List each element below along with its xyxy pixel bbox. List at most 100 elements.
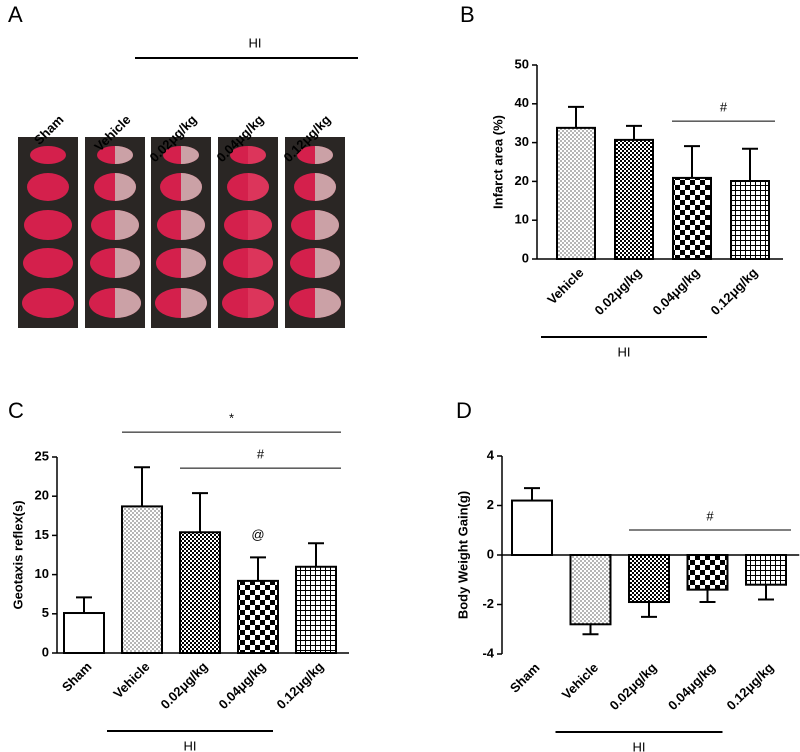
y-tick-label: 2: [487, 497, 494, 512]
error-bar: [76, 596, 92, 614]
error-bar: [684, 145, 700, 178]
infarct-region: [181, 210, 205, 240]
infarct-region: [115, 248, 140, 278]
error-bar: [582, 624, 599, 636]
y-tick-label: 25: [35, 448, 49, 463]
x-tick-label: Vehicle: [110, 659, 152, 701]
bar: [672, 176, 712, 261]
brain-slice: [23, 248, 73, 278]
annotation: *: [229, 411, 234, 426]
x-tick-label: Vehicle: [544, 265, 586, 307]
annotation: #: [257, 447, 265, 462]
infarct-region: [248, 173, 269, 201]
infarct-region: [248, 210, 272, 240]
y-tick-label: -2: [482, 596, 494, 611]
infarct-region: [181, 248, 206, 278]
x-tick-label: 0.04μg/kg: [650, 265, 703, 318]
brain-slice: [30, 146, 66, 164]
y-tick-label: 5: [42, 605, 49, 620]
y-tick-label: 50: [515, 56, 529, 71]
bar: [63, 612, 105, 654]
infarct-region: [248, 146, 266, 164]
x-tick-label: 0.12μg/kg: [708, 265, 761, 318]
brain-slice: [22, 288, 74, 318]
x-tick-label: Vehicle: [559, 660, 601, 702]
infarct-region: [115, 210, 139, 240]
x-tick-label: 0.12μg/kg: [274, 659, 327, 712]
bar: [686, 554, 729, 591]
x-tick-label: 0.12μg/kg: [724, 660, 777, 713]
error-bar: [568, 105, 584, 128]
x-tick-label: 0.04μg/kg: [665, 660, 718, 713]
annotation: #: [706, 508, 714, 523]
x-tick-label: 0.02μg/kg: [607, 660, 660, 713]
infarct-region: [181, 146, 199, 164]
error-bar: [699, 589, 716, 604]
infarct-region: [115, 173, 136, 201]
brain-slice: [24, 210, 72, 240]
infarct-region: [315, 173, 336, 201]
y-tick-label: 0: [522, 250, 529, 265]
y-tick-label: 15: [35, 527, 49, 542]
infarct-region: [315, 210, 339, 240]
infarct-region: [315, 288, 341, 318]
x-tick-label: 0.04μg/kg: [216, 659, 269, 712]
x-tick-label: 0.02μg/kg: [158, 659, 211, 712]
bar: [745, 554, 787, 586]
bar: [511, 499, 553, 556]
y-tick-label: 0: [42, 644, 49, 659]
error-bar: [626, 124, 642, 140]
group-label: HI: [633, 739, 646, 752]
infarct-region: [315, 248, 340, 278]
y-tick-label: 10: [515, 212, 529, 227]
panel-label: C: [8, 398, 24, 423]
infarct-region: [115, 288, 141, 318]
bar: [295, 565, 337, 655]
group-label: HI: [184, 738, 197, 752]
annotation: @: [251, 527, 264, 542]
infarct-region: [248, 248, 273, 278]
y-tick-label: -4: [482, 645, 494, 660]
y-tick-label: 20: [515, 173, 529, 188]
error-bar: [742, 147, 758, 182]
error-bar: [250, 556, 266, 581]
infarct-region: [248, 288, 274, 318]
bar: [179, 531, 221, 654]
y-tick-label: 0: [487, 546, 494, 561]
bar: [237, 579, 279, 655]
y-tick-label: 30: [515, 134, 529, 149]
bar: [628, 554, 670, 604]
y-axis-label: Body Weight Gain(g): [455, 491, 470, 619]
infarct-region: [181, 288, 207, 318]
panel-label: A: [8, 2, 23, 27]
bar: [614, 138, 654, 260]
error-bar: [134, 466, 150, 507]
y-tick-label: 4: [487, 447, 495, 462]
y-tick-label: 10: [35, 566, 49, 581]
annotation: #: [720, 100, 728, 115]
brain-slice: [27, 173, 69, 201]
error-bar: [524, 487, 540, 501]
error-bar: [641, 602, 657, 618]
panel-label: B: [460, 2, 475, 27]
y-axis-label: Infarct area (%): [490, 115, 505, 209]
y-tick-label: 20: [35, 488, 49, 503]
x-tick-label: Sham: [59, 659, 95, 695]
bar: [121, 505, 163, 654]
bar: [569, 554, 612, 626]
panel-label: D: [456, 398, 472, 423]
bar: [730, 180, 770, 260]
group-label: HI: [249, 35, 262, 50]
group-label: HI: [618, 344, 631, 359]
infarct-region: [181, 173, 202, 201]
error-bar: [308, 542, 324, 567]
y-tick-label: 40: [515, 95, 529, 110]
x-tick-label: Sham: [507, 660, 543, 696]
x-tick-label: 0.02μg/kg: [592, 265, 645, 318]
error-bar: [192, 492, 208, 533]
infarct-region: [115, 146, 133, 164]
bar: [556, 126, 596, 260]
error-bar: [758, 584, 774, 601]
infarct-region: [315, 146, 333, 164]
